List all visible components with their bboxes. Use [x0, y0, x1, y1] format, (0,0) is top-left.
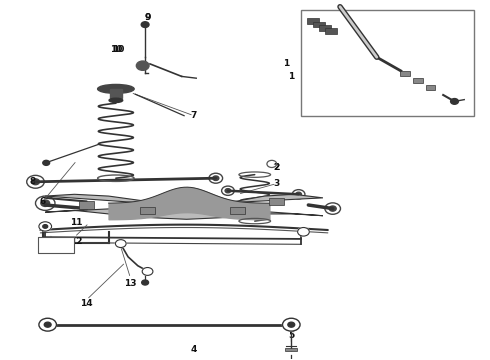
Polygon shape	[45, 194, 323, 219]
Bar	[307, 18, 319, 24]
Circle shape	[288, 322, 294, 327]
Circle shape	[141, 22, 149, 27]
Bar	[140, 207, 155, 214]
Circle shape	[44, 322, 51, 327]
Bar	[400, 71, 410, 76]
Circle shape	[213, 176, 219, 180]
Circle shape	[225, 189, 231, 193]
Bar	[79, 202, 94, 208]
Circle shape	[136, 61, 149, 70]
Circle shape	[116, 240, 126, 248]
Bar	[319, 25, 331, 31]
Circle shape	[39, 222, 51, 231]
Circle shape	[39, 318, 56, 331]
Circle shape	[142, 280, 148, 285]
Circle shape	[43, 225, 48, 228]
Bar	[325, 28, 337, 34]
Bar	[110, 89, 122, 98]
Text: 9: 9	[145, 13, 151, 22]
Text: 1: 1	[283, 59, 290, 68]
Text: 4: 4	[191, 345, 197, 354]
Text: 6: 6	[40, 197, 46, 206]
Circle shape	[451, 99, 459, 104]
Bar	[313, 22, 325, 27]
Text: 10: 10	[112, 45, 124, 54]
Text: 9: 9	[145, 13, 151, 22]
Text: 5: 5	[288, 331, 294, 340]
Text: 13: 13	[124, 279, 137, 288]
Circle shape	[142, 267, 153, 275]
Text: 1: 1	[288, 72, 294, 81]
Text: 11: 11	[70, 218, 82, 227]
Text: 14: 14	[80, 299, 93, 308]
Text: 3: 3	[273, 179, 280, 188]
Circle shape	[43, 160, 49, 165]
Circle shape	[297, 228, 309, 236]
Bar	[426, 85, 435, 90]
Bar	[270, 198, 284, 205]
Circle shape	[329, 206, 336, 211]
Bar	[38, 237, 74, 253]
Text: 2: 2	[273, 163, 280, 172]
Circle shape	[41, 200, 49, 206]
Ellipse shape	[98, 85, 134, 93]
Text: 12: 12	[70, 237, 82, 246]
Ellipse shape	[109, 98, 122, 103]
Bar	[413, 78, 423, 83]
Circle shape	[31, 179, 39, 185]
Text: 8: 8	[30, 177, 36, 186]
Circle shape	[296, 192, 301, 196]
Circle shape	[283, 318, 300, 331]
Text: 10: 10	[110, 45, 122, 54]
Bar	[230, 207, 245, 214]
Bar	[286, 348, 297, 351]
Text: 7: 7	[191, 111, 197, 120]
Bar	[301, 10, 474, 116]
Text: 2: 2	[273, 163, 280, 172]
